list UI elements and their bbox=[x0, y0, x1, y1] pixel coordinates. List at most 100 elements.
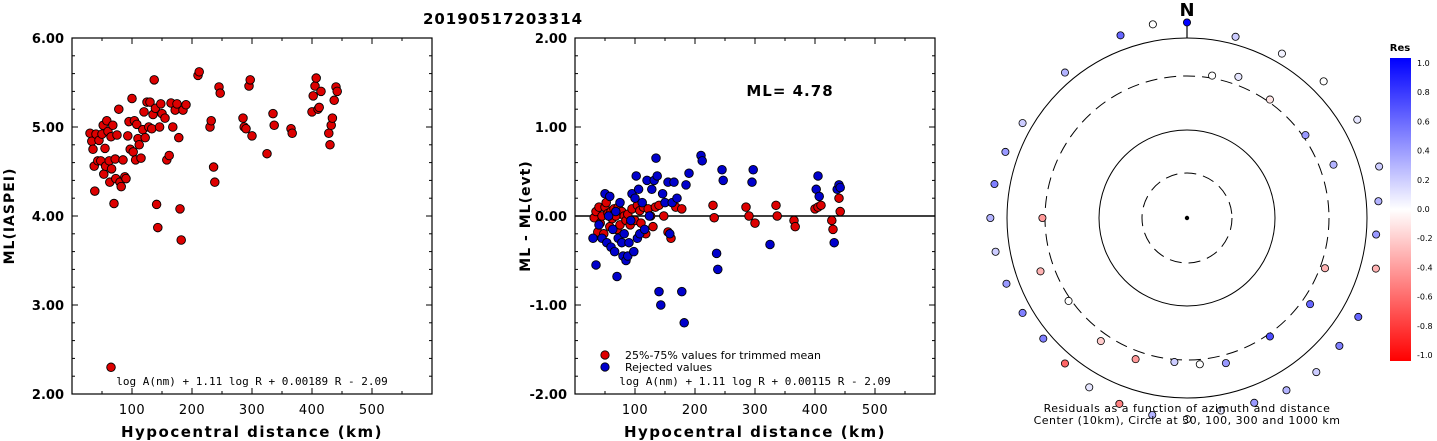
station-point bbox=[1131, 355, 1140, 364]
formula-2: log A(nm) + 1.11 log R + 0.00115 R - 2.0… bbox=[619, 375, 891, 388]
data-point bbox=[835, 206, 845, 217]
data-point bbox=[175, 204, 185, 214]
data-point bbox=[657, 188, 668, 199]
data-point bbox=[772, 211, 782, 221]
data-point bbox=[630, 193, 640, 203]
data-point bbox=[644, 211, 655, 221]
station-point bbox=[1282, 386, 1291, 395]
data-point bbox=[100, 143, 110, 154]
data-point bbox=[605, 191, 615, 202]
data-point bbox=[684, 168, 694, 179]
y-tick-label: 1.00 bbox=[535, 121, 567, 136]
data-point bbox=[709, 213, 719, 223]
data-point bbox=[631, 171, 641, 181]
station-point bbox=[991, 247, 1000, 256]
station-point bbox=[1265, 332, 1274, 341]
data-point bbox=[308, 91, 318, 101]
data-point bbox=[835, 182, 845, 193]
legend-label-rejected: Rejected values bbox=[625, 361, 712, 374]
data-point bbox=[588, 233, 598, 243]
x-tick-label: 300 bbox=[239, 403, 265, 418]
station-point bbox=[986, 213, 995, 222]
data-point bbox=[624, 237, 634, 248]
data-point bbox=[241, 124, 251, 134]
data-point bbox=[215, 88, 225, 98]
residual-colorbar: Res 1.0 0.8 0.6 0.4 0.2 0.0 -0.2 -0.4 -0.6 -0.8 -1… bbox=[1390, 43, 1433, 361]
data-point bbox=[603, 211, 614, 221]
data-point bbox=[139, 107, 149, 117]
data-point bbox=[615, 197, 625, 208]
station-point bbox=[1354, 312, 1363, 321]
data-point bbox=[639, 224, 650, 235]
data-point bbox=[145, 97, 155, 107]
data-point bbox=[329, 95, 339, 106]
data-point bbox=[128, 147, 138, 157]
station-point bbox=[1036, 267, 1045, 276]
x-tick-label: 300 bbox=[742, 403, 768, 418]
station-point bbox=[1002, 279, 1011, 288]
colorbar-tick-label: -0.8 bbox=[1417, 322, 1433, 331]
data-point bbox=[814, 191, 824, 202]
y-tick-label: 2.00 bbox=[32, 388, 64, 403]
formula-1: log A(nm) + 1.11 log R + 0.00189 R - 2.0… bbox=[116, 375, 388, 388]
data-point bbox=[172, 99, 182, 109]
station-point bbox=[1148, 20, 1157, 29]
x-axis-label-1: Hypocentral distance (km) bbox=[121, 423, 383, 441]
y-tick-label: 2.00 bbox=[535, 32, 567, 47]
data-point bbox=[174, 132, 184, 143]
data-point bbox=[311, 73, 321, 83]
data-point bbox=[612, 271, 622, 282]
data-point bbox=[669, 177, 679, 187]
data-point bbox=[741, 202, 751, 212]
colorbar-title: Res bbox=[1390, 43, 1410, 54]
data-point bbox=[619, 229, 629, 239]
data-point bbox=[149, 75, 159, 85]
station-point bbox=[1001, 147, 1010, 156]
station-point bbox=[1148, 411, 1157, 420]
data-point bbox=[114, 104, 124, 114]
x-tick-label: 100 bbox=[119, 403, 145, 418]
legend-label-trimmed: 25%-75% values for trimmed mean bbox=[625, 349, 821, 362]
data-point bbox=[181, 99, 191, 110]
x-tick-label: 100 bbox=[622, 403, 648, 418]
y-axis-label-2: ML - ML(evt) bbox=[518, 160, 534, 271]
colorbar-tick-label: 0.2 bbox=[1417, 176, 1430, 185]
x-tick-label: 200 bbox=[179, 403, 205, 418]
data-point bbox=[816, 200, 826, 211]
colorbar-tick-label: -0.6 bbox=[1417, 293, 1433, 302]
data-point bbox=[697, 156, 707, 166]
station-point bbox=[1372, 230, 1381, 239]
data-point bbox=[112, 130, 122, 140]
data-point bbox=[718, 175, 728, 186]
station-point bbox=[1018, 119, 1027, 128]
data-point bbox=[140, 132, 150, 143]
caption-line-2: Center (10km), Circle at 30, 100, 300 an… bbox=[1034, 414, 1341, 427]
station-point bbox=[1116, 31, 1125, 40]
data-point bbox=[164, 150, 174, 161]
data-point bbox=[88, 144, 98, 154]
station-point bbox=[1183, 18, 1192, 27]
data-point bbox=[245, 75, 255, 85]
data-point bbox=[332, 86, 342, 97]
station-point bbox=[1039, 334, 1048, 343]
data-point bbox=[238, 113, 248, 123]
station-point bbox=[1060, 359, 1069, 368]
y-tick-label: -2.00 bbox=[530, 388, 567, 403]
data-point bbox=[106, 362, 116, 373]
station-point bbox=[1301, 131, 1310, 140]
station-point bbox=[1170, 358, 1179, 367]
north-label: N bbox=[1179, 0, 1194, 21]
station-point bbox=[1115, 399, 1124, 408]
colorbar-ticks: 1.0 0.8 0.6 0.4 0.2 0.0 -0.2 -0.4 -0.6 -0.8 -1.0 bbox=[1417, 59, 1433, 360]
station-point bbox=[1319, 77, 1328, 86]
data-point bbox=[151, 199, 162, 210]
station-point bbox=[1183, 415, 1192, 424]
data-point bbox=[665, 229, 675, 239]
station-point bbox=[1231, 32, 1240, 41]
y-axis-label-1: ML(IASPEI) bbox=[2, 168, 18, 265]
colorbar-tick-label: -1.0 bbox=[1417, 351, 1433, 360]
data-point bbox=[327, 113, 338, 123]
station-point bbox=[1195, 360, 1204, 369]
data-points-2 bbox=[588, 150, 845, 328]
data-point bbox=[324, 128, 334, 138]
